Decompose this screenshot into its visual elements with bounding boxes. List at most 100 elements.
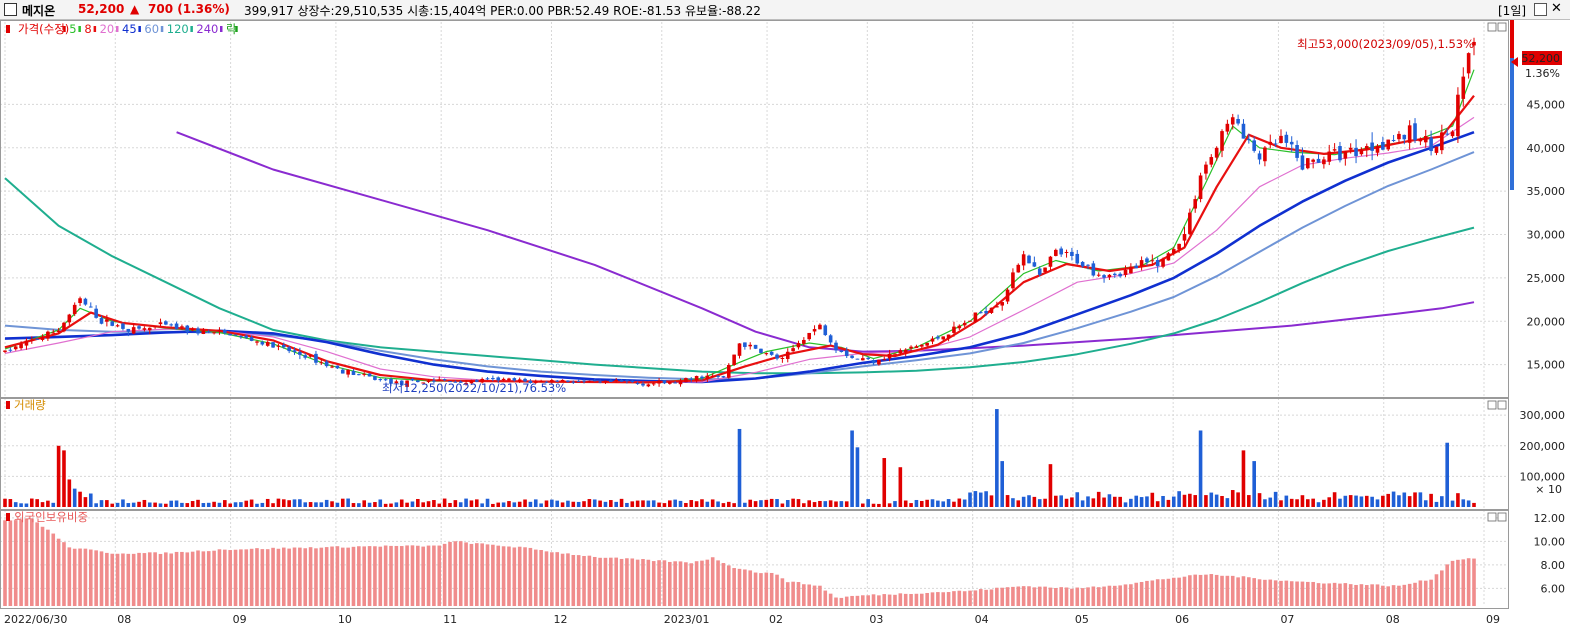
candle-body xyxy=(710,375,715,377)
candle-body xyxy=(1381,141,1385,150)
volume-bar xyxy=(324,499,329,507)
stock-header: 메지온 52,200 ▲ 700 (1.36%) 399,917 상장수:29,… xyxy=(0,0,1570,20)
foreign-bar xyxy=(952,591,956,606)
foreign-bar xyxy=(780,578,785,606)
y-tick-label: 20,000 xyxy=(1527,315,1566,328)
candle-body xyxy=(67,314,72,323)
foreign-bar xyxy=(1445,564,1449,606)
foreign-bar xyxy=(684,562,688,606)
candle-body xyxy=(480,378,484,383)
period-selector[interactable]: [1일] xyxy=(1498,4,1527,18)
volume-bar xyxy=(158,503,163,507)
foreign-bar xyxy=(105,552,109,606)
candle-body xyxy=(174,323,179,329)
foreign-bar xyxy=(126,553,131,606)
candle-body xyxy=(281,345,286,348)
candle-body xyxy=(351,370,356,375)
candle-body xyxy=(1209,157,1214,165)
foreign-bar xyxy=(67,547,72,606)
foreign-bar xyxy=(721,563,726,606)
legend-item: 가격(수정) xyxy=(18,22,69,36)
volume-bar xyxy=(1305,499,1310,507)
candle-body xyxy=(866,357,870,359)
candle-body xyxy=(1241,123,1246,139)
candle-body xyxy=(405,380,409,387)
foreign-bar xyxy=(592,556,597,606)
foreign-bar xyxy=(582,555,586,606)
close-icon[interactable]: ✕ xyxy=(1551,1,1562,16)
foreign-bar xyxy=(410,545,415,606)
candle-body xyxy=(769,351,774,355)
volume-bar xyxy=(721,503,726,507)
volume-bar xyxy=(99,500,104,507)
foreign-bar xyxy=(383,545,388,606)
y-tick-label: 8.00 xyxy=(1541,559,1566,572)
volume-bar xyxy=(1145,496,1149,507)
foreign-bar xyxy=(796,582,801,606)
foreign-bar xyxy=(239,549,243,606)
candle-body xyxy=(689,378,694,380)
volume-bar xyxy=(19,503,23,507)
volume-bar xyxy=(732,503,736,507)
ma120-line xyxy=(4,177,1475,375)
foreign-bar xyxy=(62,542,66,606)
candle-body xyxy=(13,346,18,350)
candle-body xyxy=(137,326,141,329)
volume-bar xyxy=(764,499,769,507)
volume-bar xyxy=(1059,495,1063,507)
foreign-bar xyxy=(651,561,656,606)
volume-bar xyxy=(421,502,425,507)
volume-bar xyxy=(694,501,699,507)
foreign-bar xyxy=(700,560,704,606)
legend-item: 60 xyxy=(144,22,159,36)
volume-bar xyxy=(952,501,956,507)
candle-body xyxy=(1016,264,1021,273)
square-icon[interactable] xyxy=(4,3,17,16)
candle-body xyxy=(164,321,168,325)
foreign-bar xyxy=(474,543,479,606)
candle-body xyxy=(582,380,586,382)
candle-body xyxy=(1021,254,1026,266)
volume-bar xyxy=(1182,494,1187,507)
volume-bar xyxy=(357,503,361,507)
volume-bar xyxy=(1364,495,1369,507)
foreign-bar xyxy=(464,542,468,606)
volume-bar xyxy=(1295,499,1299,507)
candle-body xyxy=(1343,151,1348,159)
candle-body xyxy=(694,375,699,381)
candle-body xyxy=(1305,158,1310,169)
foreign-bar xyxy=(46,529,50,606)
foreign-bar xyxy=(1107,585,1112,606)
candle-body xyxy=(1139,260,1144,267)
up-arrow-icon: ▲ xyxy=(130,2,140,16)
foreign-bar xyxy=(196,550,200,606)
candle-body xyxy=(464,382,468,384)
foreign-bar xyxy=(566,553,570,606)
foreign-bar xyxy=(153,552,157,606)
volume-bar xyxy=(1461,499,1466,507)
candle-body xyxy=(962,322,967,326)
candle-body xyxy=(877,359,881,365)
candle-body xyxy=(1354,147,1358,156)
volume-bar xyxy=(174,500,179,507)
foreign-bar xyxy=(1402,584,1407,606)
foreign-bar xyxy=(807,584,811,606)
foreign-bar xyxy=(72,548,77,606)
candle-body xyxy=(1064,251,1069,253)
foreign-bar xyxy=(560,553,565,606)
foreign-bar xyxy=(1279,580,1283,606)
foreign-bar xyxy=(1204,574,1208,606)
candle-body xyxy=(1300,155,1305,170)
legend-separator xyxy=(190,26,193,32)
candle-body xyxy=(8,349,13,351)
candle-body xyxy=(936,336,940,339)
foreign-bar xyxy=(1316,583,1321,606)
foreign-bar xyxy=(94,550,98,606)
restore-icon[interactable] xyxy=(1534,3,1547,16)
current-price: 52,200 xyxy=(78,2,125,16)
candle-body xyxy=(609,380,613,382)
volume-bar xyxy=(1225,498,1230,507)
candle-body xyxy=(399,380,404,386)
candle-body xyxy=(394,381,399,384)
volume-bar xyxy=(491,503,495,507)
